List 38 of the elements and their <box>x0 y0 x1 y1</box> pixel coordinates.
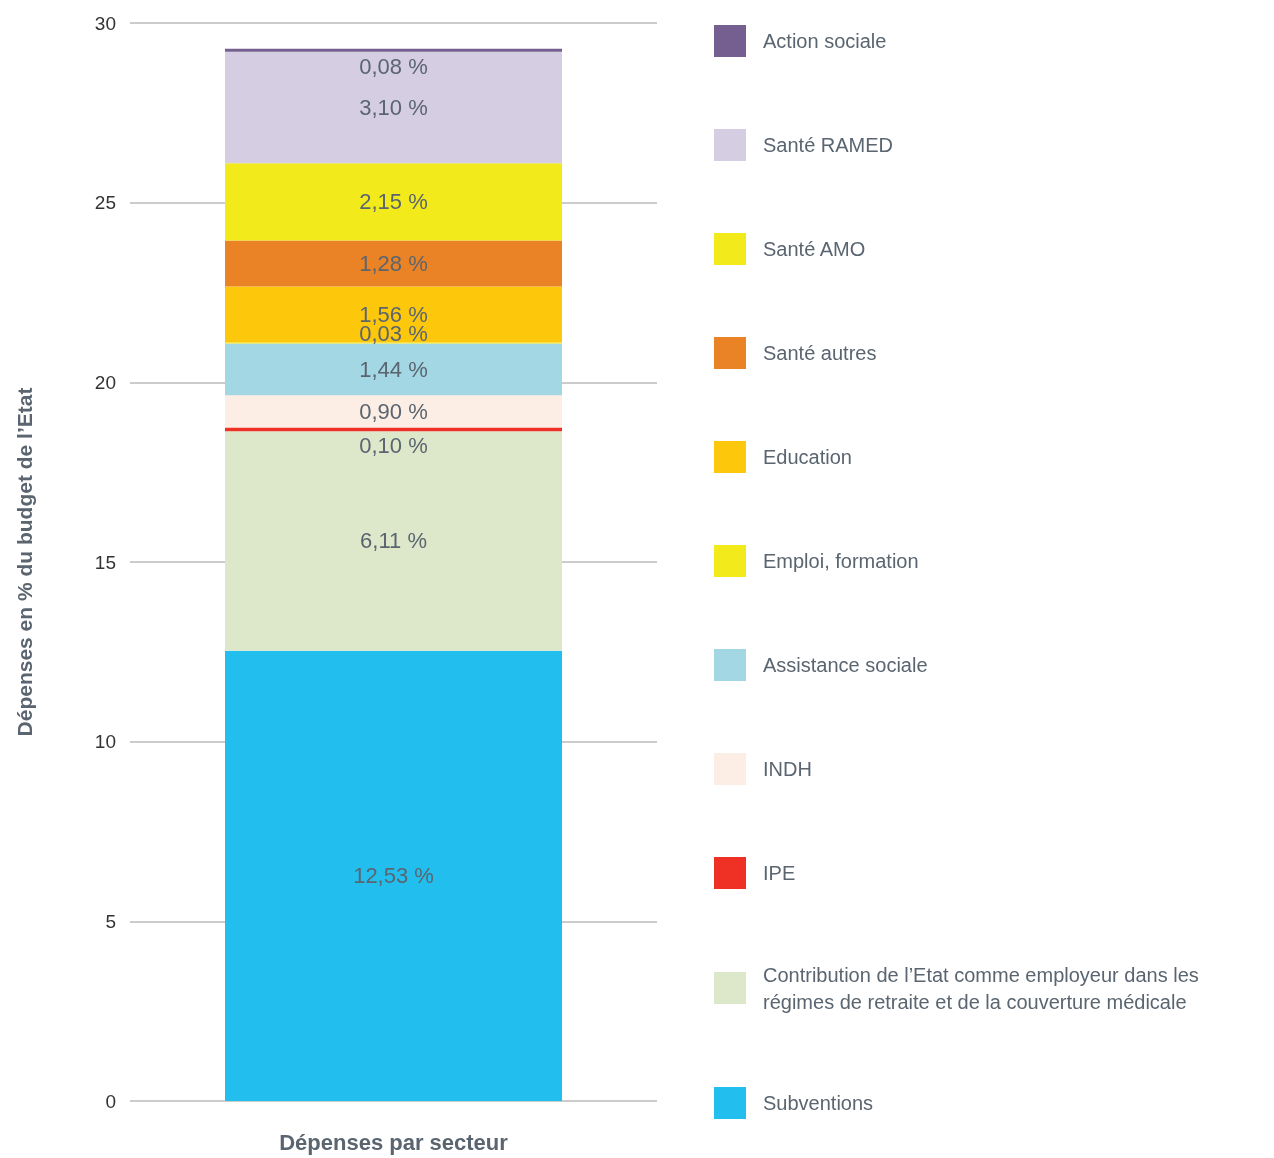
legend-label: Education <box>763 446 852 468</box>
bar <box>225 431 562 651</box>
y-tick-label: 15 <box>94 551 116 573</box>
data-label: 3,10 % <box>359 94 428 120</box>
legend-label: INDH <box>763 758 812 780</box>
legend-label: Emploi, formation <box>763 550 919 572</box>
legend-label: Subventions <box>763 1092 874 1114</box>
data-label: 0,90 % <box>359 398 428 424</box>
legend-label: Santé RAMED <box>763 134 894 156</box>
y-axis-title: Dépenses en % du budget de l’Etat <box>13 387 36 737</box>
bar <box>225 163 562 241</box>
bar <box>225 650 562 1101</box>
legend-label: Contribution de l’Etat comme employeur dans les régimes de retraite et de la couverture médicale <box>763 963 1205 1013</box>
legend-label: Santé AMO <box>763 238 866 260</box>
data-label: 0,10 % <box>359 432 428 458</box>
data-label: 6,11 % <box>360 528 427 554</box>
legend-label: Santé autres <box>763 342 877 364</box>
bar <box>225 51 562 164</box>
data-label: 12,53 % <box>353 863 434 889</box>
y-tick-label: 25 <box>94 192 116 214</box>
y-tick-label: 20 <box>94 371 116 393</box>
y-tick-label: 10 <box>94 731 116 753</box>
x-axis-title: Dépenses par secteur <box>279 1129 509 1155</box>
y-tick-label: 30 <box>94 12 116 34</box>
bar <box>225 48 562 52</box>
bar <box>225 240 562 287</box>
data-label: 2,15 % <box>359 189 428 215</box>
y-tick-label: 5 <box>105 910 116 932</box>
legend-label: Action sociale <box>763 30 887 52</box>
data-label: 0,08 % <box>359 53 428 79</box>
y-tick-label: 0 <box>105 1090 116 1112</box>
bar <box>225 343 562 396</box>
bar <box>225 395 562 428</box>
data-label: 1,28 % <box>359 250 428 276</box>
data-label: 1,44 % <box>359 356 428 382</box>
legend-label: IPE <box>763 862 796 884</box>
legend-label: Assistance sociale <box>763 654 928 676</box>
bar <box>225 286 562 343</box>
